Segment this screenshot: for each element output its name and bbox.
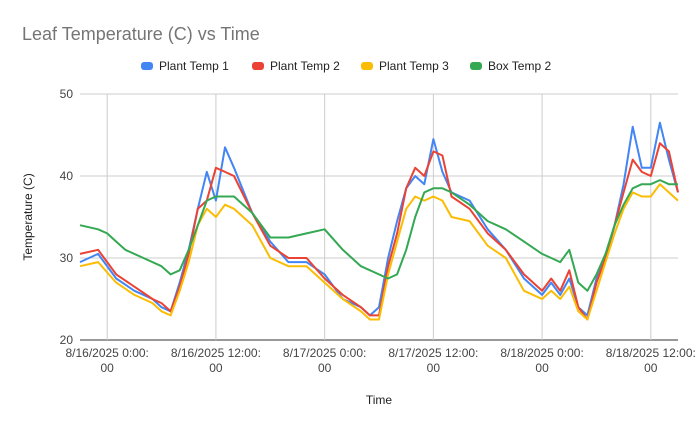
y-tick-label: 50 — [60, 87, 74, 101]
legend-label: Plant Temp 3 — [379, 59, 449, 73]
legend-label: Box Temp 2 — [488, 59, 551, 73]
legend-swatch — [141, 62, 153, 70]
x-tick-label: 8/17/2025 0:00: 00 — [283, 346, 366, 375]
legend-label: Plant Temp 2 — [270, 59, 340, 73]
y-tick-label: 40 — [60, 169, 74, 183]
legend-item-box-temp-2[interactable]: Box Temp 2 — [470, 59, 551, 73]
legend-swatch — [361, 62, 373, 70]
x-tick-label: 8/16/2025 0:00: 00 — [65, 346, 148, 375]
x-tick-label: 8/16/2025 12:00: 00 — [171, 346, 261, 375]
x-tick-label: 8/17/2025 12:00: 00 — [388, 346, 478, 375]
series-line-plant-temp-3 — [79, 183, 679, 321]
x-axis-label: Time — [366, 393, 393, 407]
series-line-box-temp-2 — [79, 179, 678, 292]
legend-item-plant-temp-2[interactable]: Plant Temp 2 — [252, 59, 340, 73]
y-tick-label: 30 — [60, 251, 74, 265]
y-axis-label: Temperature (C) — [21, 173, 35, 260]
legend-swatch — [252, 62, 264, 70]
y-axis-ticks: 20 30 40 50 — [60, 87, 74, 347]
x-tick-label: 8/18/2025 12:00: 00 — [606, 346, 696, 375]
chart-title: Leaf Temperature (C) vs Time — [22, 24, 260, 44]
y-tick-label: 20 — [60, 333, 74, 347]
legend-item-plant-temp-3[interactable]: Plant Temp 3 — [361, 59, 449, 73]
x-axis-ticks: 8/16/2025 0:00: 00 8/16/2025 12:00: 00 8/17/… — [65, 346, 695, 375]
chart-legend: Plant Temp 1 Plant Temp 2 Plant Temp 3 Box … — [141, 59, 551, 73]
legend-swatch — [470, 62, 482, 70]
plot-area — [79, 121, 679, 321]
legend-label: Plant Temp 1 — [159, 59, 229, 73]
x-tick-label: 8/18/2025 0:00: 00 — [500, 346, 583, 375]
legend-item-plant-temp-1[interactable]: Plant Temp 1 — [141, 59, 229, 73]
